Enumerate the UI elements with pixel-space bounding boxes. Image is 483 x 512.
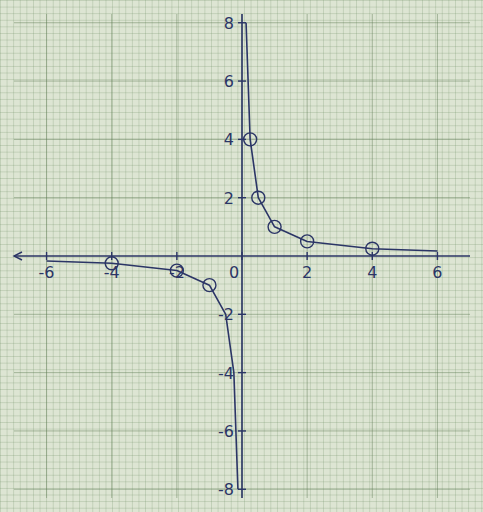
point bbox=[301, 235, 314, 248]
y-tick bbox=[238, 489, 246, 490]
y-tick bbox=[238, 139, 246, 140]
grid-line bbox=[14, 372, 470, 373]
y-tick bbox=[238, 197, 246, 198]
grid-line bbox=[14, 314, 470, 315]
grid-line bbox=[14, 139, 470, 140]
point bbox=[252, 191, 265, 204]
axis-arrow bbox=[14, 252, 22, 260]
grid-line bbox=[372, 14, 373, 498]
x-tick-label: 2 bbox=[302, 263, 312, 282]
x-tick bbox=[306, 252, 307, 260]
point bbox=[244, 133, 257, 146]
x-tick-label: -6 bbox=[39, 263, 55, 282]
x-tick bbox=[111, 252, 112, 260]
y-axis bbox=[241, 14, 243, 498]
point bbox=[203, 279, 216, 292]
y-tick-label: 8 bbox=[224, 14, 234, 33]
curve bbox=[47, 23, 438, 490]
y-tick-label: -8 bbox=[218, 480, 234, 499]
x-tick-label: 6 bbox=[432, 263, 442, 282]
grid-line bbox=[14, 489, 470, 490]
y-tick-label: 6 bbox=[224, 72, 234, 91]
grid-line bbox=[14, 22, 470, 23]
y-tick-label: 2 bbox=[224, 189, 234, 208]
point bbox=[170, 264, 183, 277]
grid-line bbox=[14, 430, 470, 431]
x-tick-label: 4 bbox=[367, 263, 377, 282]
y-tick-label: 4 bbox=[224, 130, 234, 149]
x-tick bbox=[46, 252, 47, 260]
y-tick-label: -4 bbox=[218, 364, 234, 383]
grid-line bbox=[46, 14, 47, 498]
plot-area bbox=[47, 23, 438, 490]
x-tick-label: -2 bbox=[169, 263, 185, 282]
point bbox=[105, 257, 118, 270]
grid-line bbox=[14, 197, 470, 198]
point bbox=[268, 220, 281, 233]
y-tick bbox=[238, 80, 246, 81]
grid-line bbox=[307, 14, 308, 498]
grid-line bbox=[437, 14, 438, 498]
x-tick bbox=[176, 252, 177, 260]
point bbox=[366, 242, 379, 255]
y-tick bbox=[238, 372, 246, 373]
x-tick bbox=[241, 252, 242, 260]
y-tick-label: -6 bbox=[218, 422, 234, 441]
grid-line bbox=[242, 14, 243, 498]
y-tick bbox=[238, 314, 246, 315]
chart: -6-4-20246-8-6-4-22468 bbox=[0, 0, 483, 512]
grid-line bbox=[176, 14, 177, 498]
y-tick bbox=[238, 22, 246, 23]
x-tick bbox=[372, 252, 373, 260]
grid-line bbox=[111, 14, 112, 498]
x-tick-label: 0 bbox=[229, 263, 239, 282]
x-tick bbox=[437, 252, 438, 260]
grid-line bbox=[14, 81, 470, 82]
y-tick bbox=[238, 430, 246, 431]
